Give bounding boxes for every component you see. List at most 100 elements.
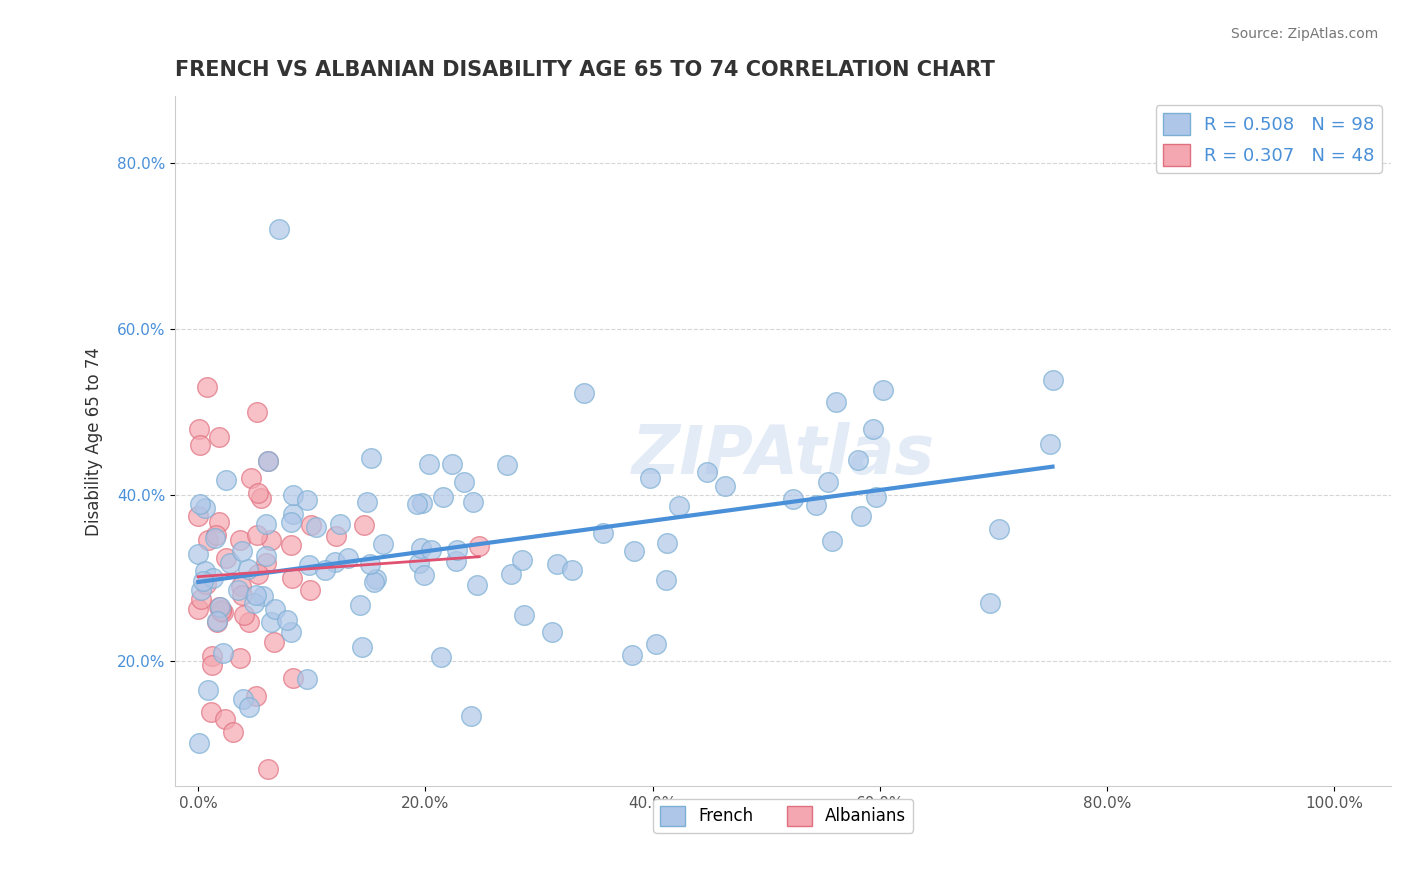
Point — [197, 533, 219, 548]
Point — [208, 599, 231, 614]
Point — [510, 553, 533, 567]
Point — [620, 648, 643, 662]
Point — [190, 583, 212, 598]
Point — [194, 564, 217, 578]
Point — [366, 572, 388, 586]
Point — [409, 541, 432, 555]
Point — [194, 500, 217, 515]
Point — [263, 634, 285, 648]
Point — [1042, 373, 1064, 387]
Point — [512, 608, 534, 623]
Point — [281, 671, 304, 685]
Point — [430, 650, 453, 665]
Point — [280, 625, 302, 640]
Point — [444, 554, 467, 568]
Point — [314, 563, 336, 577]
Point — [501, 566, 523, 581]
Point — [201, 657, 224, 672]
Point — [323, 555, 346, 569]
Point — [987, 522, 1010, 536]
Point — [256, 453, 278, 467]
Point — [187, 509, 209, 524]
Point — [540, 625, 562, 640]
Point — [267, 222, 290, 236]
Point — [825, 395, 848, 409]
Point — [298, 582, 321, 597]
Point — [281, 507, 304, 521]
Point — [215, 550, 238, 565]
Point — [561, 563, 583, 577]
Point — [496, 458, 519, 472]
Point — [207, 615, 229, 629]
Point — [188, 737, 211, 751]
Point — [418, 458, 440, 472]
Point — [229, 533, 252, 548]
Point — [325, 529, 347, 543]
Point — [252, 589, 274, 603]
Point — [329, 516, 352, 531]
Point — [246, 486, 269, 500]
Point — [187, 547, 209, 561]
Point — [460, 709, 482, 723]
Point — [208, 430, 231, 444]
Point — [305, 520, 328, 534]
Point — [246, 405, 269, 419]
Text: Source: ZipAtlas.com: Source: ZipAtlas.com — [1230, 27, 1378, 41]
Point — [572, 386, 595, 401]
Point — [432, 490, 454, 504]
Point — [299, 518, 322, 533]
Point — [246, 527, 269, 541]
Point — [644, 637, 666, 651]
Point — [209, 600, 232, 615]
Point — [219, 556, 242, 570]
Point — [200, 706, 222, 720]
Point — [201, 571, 224, 585]
Point — [188, 497, 211, 511]
Point — [212, 605, 235, 619]
Point — [256, 762, 278, 776]
Point — [238, 615, 260, 630]
Point — [654, 574, 676, 588]
Point — [350, 640, 373, 655]
Point — [207, 515, 229, 529]
Text: FRENCH VS ALBANIAN DISABILITY AGE 65 TO 74 CORRELATION CHART: FRENCH VS ALBANIAN DISABILITY AGE 65 TO … — [176, 60, 995, 79]
Point — [468, 540, 491, 554]
Point — [197, 683, 219, 698]
Point — [254, 556, 277, 570]
Point — [260, 615, 283, 630]
Point — [371, 537, 394, 551]
Point — [188, 422, 211, 436]
Point — [276, 614, 298, 628]
Point — [229, 650, 252, 665]
Point — [260, 533, 283, 547]
Point — [236, 562, 259, 576]
Legend: French, Albanians: French, Albanians — [654, 799, 912, 832]
Point — [254, 549, 277, 563]
Point — [188, 438, 211, 452]
Point — [592, 526, 614, 541]
Point — [356, 494, 378, 508]
Point — [211, 646, 233, 660]
Point — [231, 588, 253, 602]
Y-axis label: Disability Age 65 to 74: Disability Age 65 to 74 — [86, 347, 103, 535]
Point — [668, 499, 690, 513]
Point — [817, 475, 839, 490]
Point — [209, 604, 232, 618]
Point — [465, 578, 488, 592]
Point — [359, 558, 381, 572]
Point — [872, 383, 894, 397]
Point — [865, 490, 887, 504]
Point — [215, 473, 238, 487]
Point — [281, 571, 304, 585]
Point — [245, 588, 267, 602]
Point — [821, 534, 844, 549]
Point — [714, 479, 737, 493]
Point — [226, 582, 249, 597]
Point — [187, 602, 209, 616]
Point — [297, 492, 319, 507]
Point — [249, 491, 271, 505]
Point — [214, 712, 236, 726]
Point — [195, 380, 218, 394]
Point — [205, 528, 228, 542]
Point — [191, 574, 214, 588]
